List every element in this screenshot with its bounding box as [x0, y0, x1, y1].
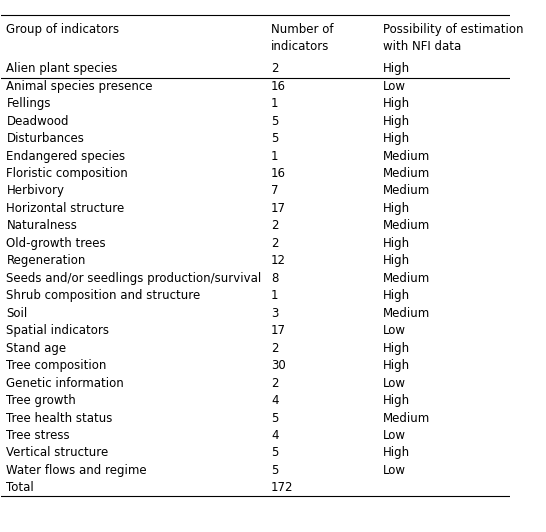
Text: Floristic composition: Floristic composition	[7, 167, 128, 180]
Text: 5: 5	[271, 464, 278, 477]
Text: High: High	[383, 202, 410, 215]
Text: High: High	[383, 359, 410, 372]
Text: 3: 3	[271, 307, 278, 320]
Text: High: High	[383, 97, 410, 110]
Text: 8: 8	[271, 272, 278, 285]
Text: High: High	[383, 289, 410, 302]
Text: Tree stress: Tree stress	[7, 429, 70, 442]
Text: Tree health status: Tree health status	[7, 412, 113, 425]
Text: 17: 17	[271, 202, 286, 215]
Text: 5: 5	[271, 412, 278, 425]
Text: Herbivory: Herbivory	[7, 185, 64, 197]
Text: Alien plant species: Alien plant species	[7, 62, 118, 75]
Text: High: High	[383, 342, 410, 355]
Text: Deadwood: Deadwood	[7, 114, 69, 128]
Text: Endangered species: Endangered species	[7, 149, 126, 163]
Text: High: High	[383, 254, 410, 268]
Text: 1: 1	[271, 149, 278, 163]
Text: 2: 2	[271, 219, 278, 232]
Text: Disturbances: Disturbances	[7, 132, 84, 145]
Text: 172: 172	[271, 481, 293, 494]
Text: Fellings: Fellings	[7, 97, 51, 110]
Text: Group of indicators: Group of indicators	[7, 22, 120, 36]
Text: Possibility of estimation
with NFI data: Possibility of estimation with NFI data	[383, 22, 523, 53]
Text: Horizontal structure: Horizontal structure	[7, 202, 124, 215]
Text: Stand age: Stand age	[7, 342, 67, 355]
Text: 16: 16	[271, 80, 286, 93]
Text: 16: 16	[271, 167, 286, 180]
Text: High: High	[383, 237, 410, 250]
Text: 4: 4	[271, 394, 278, 407]
Text: 30: 30	[271, 359, 286, 372]
Text: 1: 1	[271, 97, 278, 110]
Text: Tree composition: Tree composition	[7, 359, 107, 372]
Text: Medium: Medium	[383, 167, 430, 180]
Text: 5: 5	[271, 114, 278, 128]
Text: Low: Low	[383, 324, 406, 337]
Text: High: High	[383, 132, 410, 145]
Text: High: High	[383, 446, 410, 460]
Text: Tree growth: Tree growth	[7, 394, 76, 407]
Text: Medium: Medium	[383, 185, 430, 197]
Text: Shrub composition and structure: Shrub composition and structure	[7, 289, 201, 302]
Text: Medium: Medium	[383, 272, 430, 285]
Text: 7: 7	[271, 185, 278, 197]
Text: High: High	[383, 114, 410, 128]
Text: 17: 17	[271, 324, 286, 337]
Text: Seeds and/or seedlings production/survival: Seeds and/or seedlings production/surviv…	[7, 272, 262, 285]
Text: Old-growth trees: Old-growth trees	[7, 237, 106, 250]
Text: Vertical structure: Vertical structure	[7, 446, 109, 460]
Text: Medium: Medium	[383, 412, 430, 425]
Text: Medium: Medium	[383, 307, 430, 320]
Text: Medium: Medium	[383, 219, 430, 232]
Text: 2: 2	[271, 377, 278, 389]
Text: Low: Low	[383, 429, 406, 442]
Text: Naturalness: Naturalness	[7, 219, 78, 232]
Text: Water flows and regime: Water flows and regime	[7, 464, 147, 477]
Text: Number of
indicators: Number of indicators	[271, 22, 334, 53]
Text: 4: 4	[271, 429, 278, 442]
Text: Low: Low	[383, 464, 406, 477]
Text: 5: 5	[271, 446, 278, 460]
Text: Genetic information: Genetic information	[7, 377, 124, 389]
Text: Medium: Medium	[383, 149, 430, 163]
Text: 2: 2	[271, 237, 278, 250]
Text: Spatial indicators: Spatial indicators	[7, 324, 110, 337]
Text: 1: 1	[271, 289, 278, 302]
Text: 12: 12	[271, 254, 286, 268]
Text: High: High	[383, 394, 410, 407]
Text: Animal species presence: Animal species presence	[7, 80, 153, 93]
Text: Soil: Soil	[7, 307, 28, 320]
Text: Total: Total	[7, 481, 34, 494]
Text: Low: Low	[383, 80, 406, 93]
Text: 2: 2	[271, 62, 278, 75]
Text: Low: Low	[383, 377, 406, 389]
Text: Regeneration: Regeneration	[7, 254, 86, 268]
Text: 5: 5	[271, 132, 278, 145]
Text: 2: 2	[271, 342, 278, 355]
Text: High: High	[383, 62, 410, 75]
